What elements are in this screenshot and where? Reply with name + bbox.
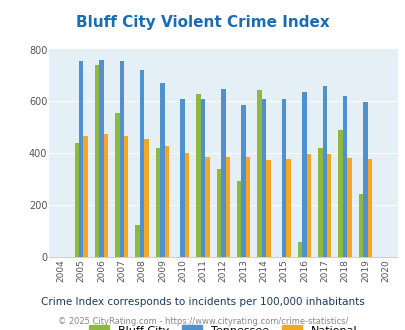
Bar bbox=[306, 154, 311, 257]
Bar bbox=[205, 157, 209, 257]
Bar bbox=[362, 102, 367, 257]
Bar bbox=[302, 92, 306, 257]
Bar bbox=[200, 99, 205, 257]
Bar bbox=[326, 154, 330, 257]
Text: © 2025 CityRating.com - https://www.cityrating.com/crime-statistics/: © 2025 CityRating.com - https://www.city… bbox=[58, 317, 347, 326]
Legend: Bluff City, Tennessee, National: Bluff City, Tennessee, National bbox=[88, 325, 357, 330]
Text: Bluff City Violent Crime Index: Bluff City Violent Crime Index bbox=[76, 15, 329, 30]
Bar bbox=[196, 94, 200, 257]
Bar bbox=[317, 148, 322, 257]
Bar bbox=[286, 159, 290, 257]
Bar bbox=[256, 90, 261, 257]
Bar bbox=[119, 61, 124, 257]
Bar bbox=[180, 99, 185, 257]
Bar bbox=[144, 139, 148, 257]
Bar bbox=[135, 225, 139, 257]
Bar bbox=[261, 99, 266, 257]
Text: Crime Index corresponds to incidents per 100,000 inhabitants: Crime Index corresponds to incidents per… bbox=[41, 297, 364, 307]
Bar bbox=[185, 153, 189, 257]
Bar bbox=[164, 146, 169, 257]
Bar bbox=[337, 130, 342, 257]
Bar bbox=[83, 136, 87, 257]
Bar bbox=[139, 70, 144, 257]
Bar bbox=[225, 157, 229, 257]
Bar bbox=[358, 194, 362, 257]
Bar bbox=[95, 65, 99, 257]
Bar bbox=[266, 160, 270, 257]
Bar bbox=[115, 113, 119, 257]
Bar bbox=[220, 89, 225, 257]
Bar bbox=[281, 99, 286, 257]
Bar bbox=[99, 60, 104, 257]
Bar bbox=[104, 134, 108, 257]
Bar bbox=[237, 181, 241, 257]
Bar bbox=[367, 159, 371, 257]
Bar bbox=[241, 105, 245, 257]
Bar bbox=[160, 83, 164, 257]
Bar bbox=[245, 157, 249, 257]
Bar bbox=[216, 169, 220, 257]
Bar bbox=[322, 86, 326, 257]
Bar bbox=[79, 61, 83, 257]
Bar bbox=[75, 143, 79, 257]
Bar bbox=[342, 96, 347, 257]
Bar bbox=[297, 242, 301, 257]
Bar bbox=[346, 158, 351, 257]
Bar bbox=[124, 136, 128, 257]
Bar bbox=[156, 148, 160, 257]
